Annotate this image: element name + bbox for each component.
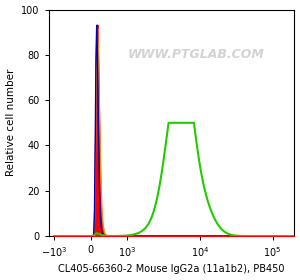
Text: WWW.PTGLAB.COM: WWW.PTGLAB.COM	[128, 48, 265, 61]
X-axis label: CL405-66360-2 Mouse IgG2a (11a1b2), PB450: CL405-66360-2 Mouse IgG2a (11a1b2), PB45…	[58, 264, 285, 274]
Y-axis label: Relative cell number: Relative cell number	[6, 69, 16, 176]
